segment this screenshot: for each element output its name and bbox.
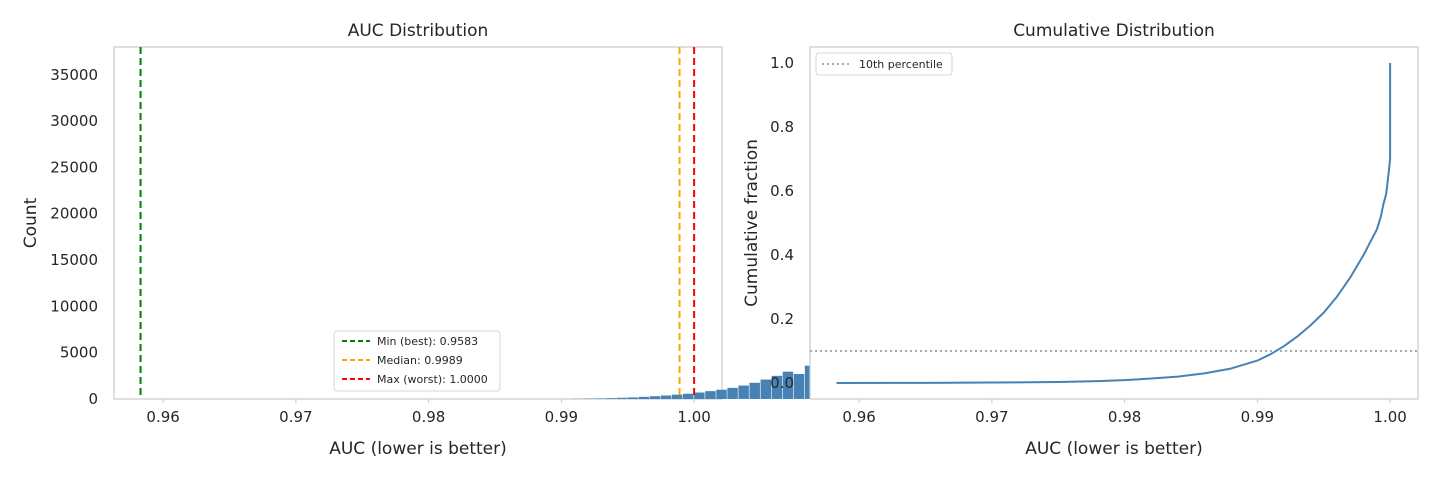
histogram-bar (727, 387, 738, 399)
cdf-panel: Cumulative Distribution AUC (lower is be… (742, 21, 1419, 459)
cdf-legend: 10th percentile (815, 52, 953, 76)
histogram-y-tick-label: 25000 (50, 158, 98, 176)
cdf-x-tick-label: 0.97 (975, 408, 1008, 426)
histogram-x-tick-label: 0.97 (279, 408, 312, 426)
cdf-x-tick-label: 0.99 (1241, 408, 1274, 426)
histogram-y-tick-label: 35000 (50, 66, 98, 84)
histogram-reference-lines (139, 47, 696, 399)
cdf-y-axis-label: Cumulative fraction (742, 139, 762, 307)
cdf-line (836, 63, 1392, 384)
cdf-plot-area (809, 46, 1419, 400)
histogram-bar (694, 392, 705, 399)
histogram-y-tick-label: 15000 (50, 251, 98, 269)
legend-min-label: Min (best): 0.9583 (377, 335, 478, 348)
histogram-bar (660, 395, 672, 399)
cdf-title: Cumulative Distribution (1013, 21, 1215, 41)
histogram-bar (594, 398, 605, 399)
histogram-panel: AUC Distribution AUC (lower is better) C… (21, 21, 882, 459)
cdf-x-tick-label: 0.96 (842, 408, 875, 426)
histogram-bar (771, 375, 783, 399)
histogram-y-axis-label: Count (21, 197, 41, 248)
histogram-legend-box (333, 330, 501, 392)
legend-max-label: Max (worst): 1.0000 (377, 373, 488, 386)
cdf-y-tick-label: 0.0 (770, 374, 794, 392)
histogram-bar (793, 373, 805, 399)
histogram-bar (716, 389, 727, 399)
histogram-bar (782, 371, 794, 399)
histogram-y-tick-label: 20000 (50, 205, 98, 223)
histogram-bar (605, 398, 617, 399)
histogram-y-tick-label: 5000 (60, 344, 98, 362)
cdf-x-tick-label: 1.00 (1373, 408, 1406, 426)
histogram-bar (705, 391, 716, 399)
histogram-x-tick-label: 0.99 (545, 408, 578, 426)
cdf-x-axis-label: AUC (lower is better) (1025, 439, 1203, 459)
cdf-line-layer (836, 63, 1392, 384)
histogram-y-tick-label: 10000 (50, 297, 98, 315)
histogram-bar (683, 393, 694, 399)
histogram-y-tick-label: 30000 (50, 112, 98, 130)
cdf-y-tick-label: 0.2 (770, 310, 794, 328)
histogram-bar (738, 385, 749, 399)
histogram-bar (627, 397, 639, 399)
histogram-y-tick-label: 0 (88, 390, 98, 408)
cdf-ticks: 0.96 0.97 0.98 0.99 1.00 0.0 0.2 0.4 0.6 0.8 1.0 (770, 54, 1407, 426)
histogram-x-tick-label: 0.98 (412, 408, 445, 426)
legend-percentile-label: 10th percentile (859, 58, 943, 71)
histogram-x-axis-label: AUC (lower is better) (329, 439, 507, 459)
histogram-bar (616, 397, 628, 399)
histogram-ticks: 0.96 0.97 0.98 0.99 1.00 0 5000 10000 15000 20000… (50, 66, 711, 426)
histogram-bar (749, 382, 760, 399)
histogram-bar (638, 396, 650, 399)
cdf-legend-box (815, 52, 953, 76)
cdf-y-tick-label: 1.0 (770, 54, 794, 72)
histogram-x-tick-label: 0.96 (146, 408, 179, 426)
cdf-y-tick-label: 0.6 (770, 182, 794, 200)
histogram-bar (649, 396, 661, 399)
cdf-y-tick-label: 0.8 (770, 118, 794, 136)
histogram-legend: Min (best): 0.9583 Median: 0.9989 Max (w… (333, 330, 501, 392)
histogram-title: AUC Distribution (348, 21, 489, 41)
cdf-x-tick-label: 0.98 (1108, 408, 1141, 426)
histogram-bar (760, 379, 772, 399)
histogram-x-tick-label: 1.00 (677, 408, 710, 426)
cdf-y-tick-label: 0.4 (770, 246, 794, 264)
histogram-bar (671, 394, 683, 399)
legend-median-label: Median: 0.9989 (377, 354, 463, 367)
